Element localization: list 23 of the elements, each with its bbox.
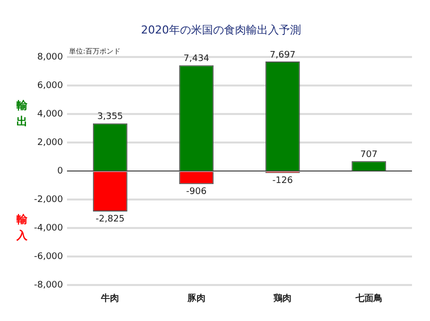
x-tick-label: 牛肉	[100, 292, 120, 304]
text: 輸出	[16, 99, 28, 128]
y-tick-label: 6,000	[37, 81, 64, 92]
y-tick-label: 2,000	[37, 138, 64, 148]
y-tick-label: 0	[57, 166, 64, 177]
data-label: 7,434	[184, 54, 210, 64]
data-label: -906	[186, 186, 207, 197]
y-tick-label: 4,000	[37, 110, 64, 120]
data-label: 707	[360, 150, 378, 160]
data-label: 7,697	[270, 50, 296, 60]
x-tick-label: 七面鳥	[354, 292, 382, 304]
y-tick-label: -8,000	[34, 280, 64, 291]
text: 輸入	[16, 213, 28, 242]
x-tick-label: 豚肉	[186, 292, 206, 304]
data-label: -126	[272, 176, 294, 186]
y-tick-label: -4,000	[34, 224, 64, 234]
chart-title: 2020年の米国の食肉輸出入予測	[141, 23, 301, 36]
y-tick-label: -6,000	[34, 252, 64, 262]
y-tick-label: 8,000	[37, 52, 64, 63]
data-label: 3,355	[97, 112, 124, 122]
data-label: -2,825	[96, 214, 125, 224]
y-tick-label: -2,000	[34, 195, 64, 206]
x-tick-label: 鶏肉	[272, 292, 292, 304]
